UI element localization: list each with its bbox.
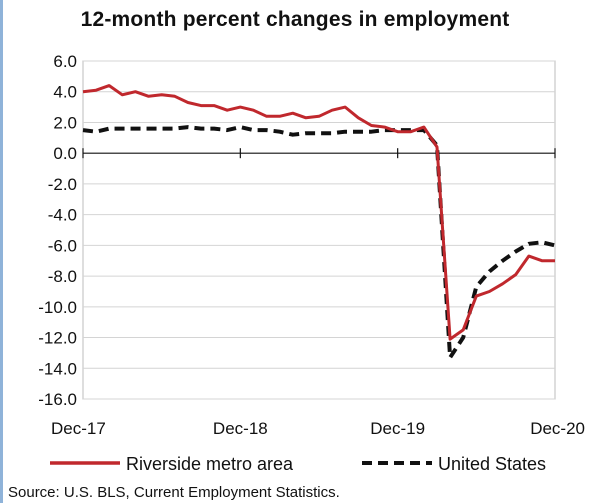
legend-label: United States (438, 454, 546, 474)
x-axis (82, 148, 556, 159)
chart-title: 12-month percent changes in employment (80, 8, 510, 31)
source-note: Source: U.S. BLS, Current Employment Sta… (8, 484, 340, 501)
x-axis-labels: Dec-17 Dec-18 Dec-19 Dec-20 (51, 419, 585, 438)
x-tick-label: Dec-20 (530, 419, 585, 438)
y-tick-label: -16.0 (38, 390, 77, 409)
legend-label: Riverside metro area (126, 454, 294, 474)
y-tick-label: -10.0 (38, 298, 77, 317)
legend: Riverside metro area United States (50, 454, 546, 474)
series-lines (82, 84, 556, 360)
y-tick-label: -14.0 (38, 359, 77, 378)
series-line-riverside-metro-area (82, 84, 555, 341)
plot-area (82, 60, 556, 400)
series-line-united-states (82, 125, 556, 360)
y-tick-label: 0.0 (53, 144, 77, 163)
x-tick-label: Dec-19 (370, 419, 425, 438)
y-axis-labels: 6.0 4.0 2.0 0.0 -2.0 -4.0 -6.0 -8.0 -10.0 -12.0 -1… (38, 52, 77, 409)
y-tick-label: -8.0 (48, 267, 77, 286)
y-tick-label: -2.0 (48, 175, 77, 194)
gridlines (83, 60, 555, 400)
y-tick-label: 6.0 (53, 52, 77, 71)
y-tick-label: -6.0 (48, 236, 77, 255)
x-tick-label: Dec-17 (51, 419, 106, 438)
y-tick-label: -12.0 (38, 329, 77, 348)
y-tick-label: -4.0 (48, 206, 77, 225)
left-edge-strip (0, 0, 3, 503)
x-tick-label: Dec-18 (213, 419, 268, 438)
y-tick-label: 2.0 (53, 113, 77, 132)
y-tick-label: 4.0 (53, 83, 77, 102)
